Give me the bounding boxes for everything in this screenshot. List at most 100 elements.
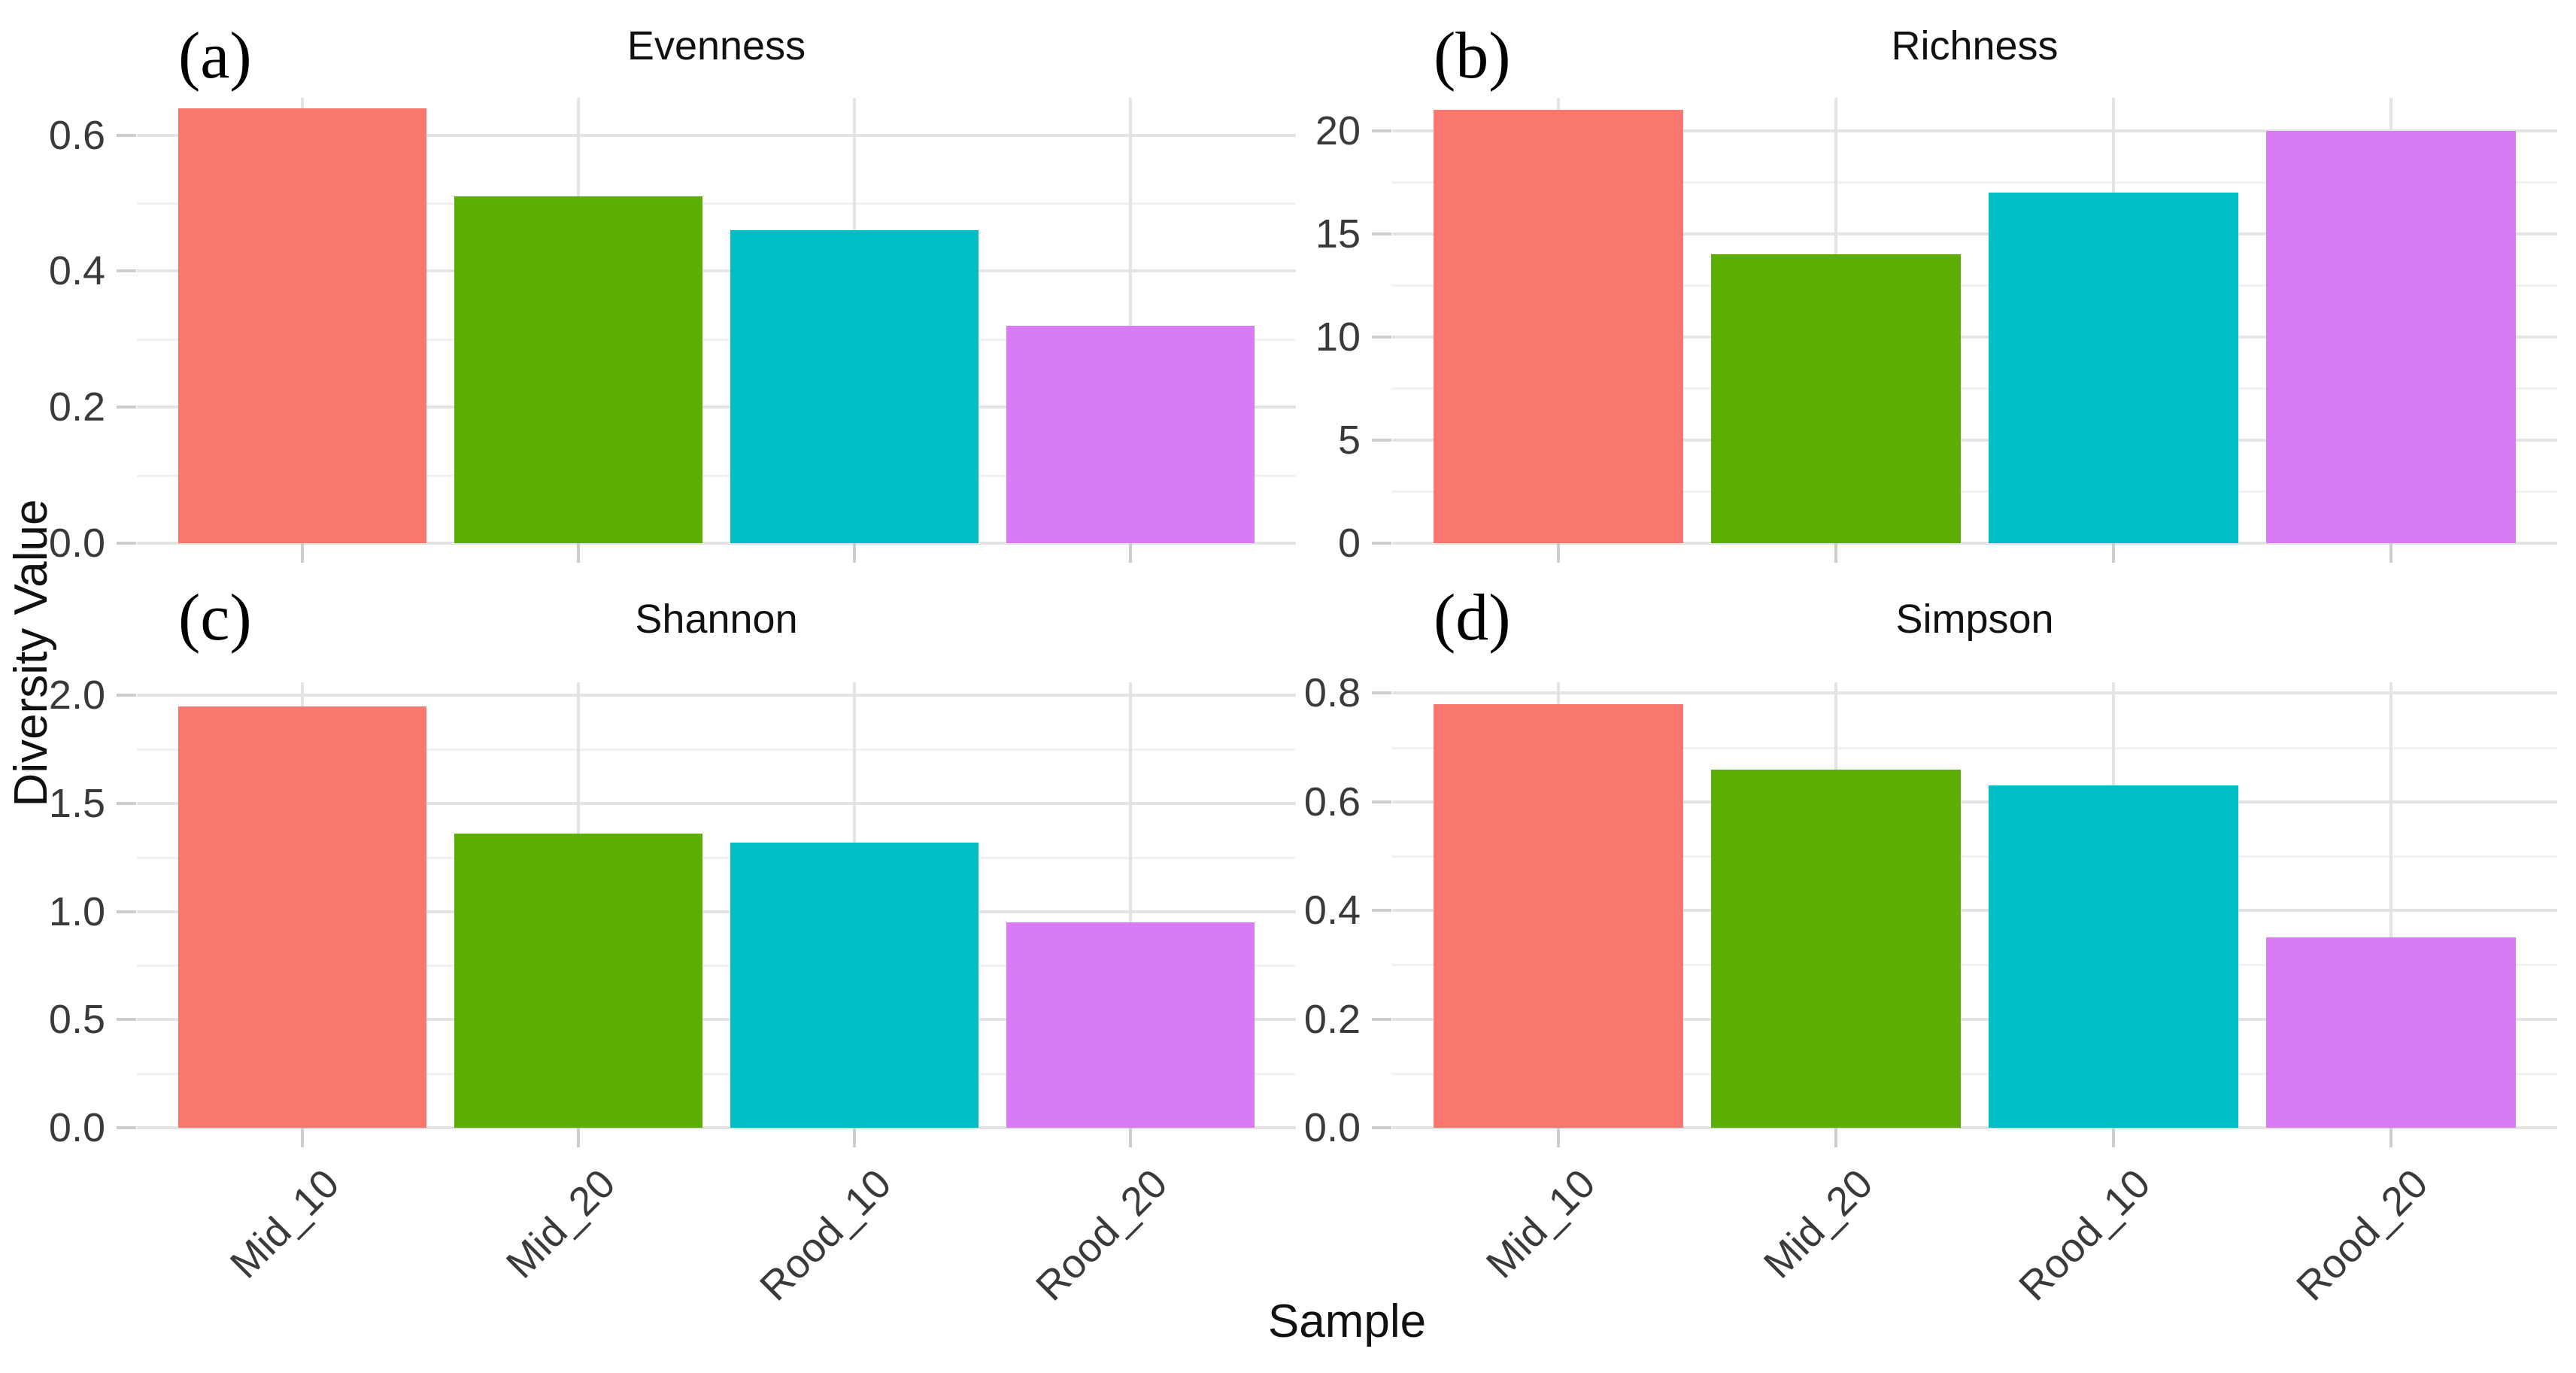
bar-rood_10: [730, 230, 979, 543]
y-tick-mark: [117, 406, 136, 409]
bar-mid_20: [454, 834, 703, 1128]
y-tick-mark: [1372, 1126, 1391, 1129]
x-tick-label: Rood_10: [751, 1161, 900, 1310]
y-tick-label: 0.4: [1303, 888, 1361, 934]
y-tick-mark: [1372, 800, 1391, 803]
y-tick-label: 0: [1337, 521, 1361, 566]
bar-rood_10: [1988, 785, 2238, 1128]
x-tick-mark: [301, 543, 305, 563]
y-tick-mark: [1372, 129, 1391, 132]
gridline-minor-y: [137, 964, 1296, 967]
gridline-category: [1128, 98, 1132, 543]
gridline-major-y: [1392, 542, 2557, 545]
panel-a-tag: (a): [178, 20, 252, 93]
x-tick-mark: [852, 1128, 856, 1147]
y-tick-mark: [117, 1018, 136, 1022]
y-tick-label: 0.0: [48, 1105, 105, 1150]
gridline-category: [1128, 682, 1132, 1128]
gridline-major-y: [137, 133, 1296, 137]
y-tick-mark: [117, 133, 136, 137]
y-tick-label: 10: [1315, 314, 1361, 360]
panel-a-plot: 0.0 0.2 0.4 0.6: [49, 98, 1296, 566]
gridline-major-y: [137, 1018, 1296, 1022]
x-tick-mark: [1834, 1128, 1838, 1147]
gridline-minor-y: [137, 338, 1296, 341]
bar-rood_20: [1006, 325, 1255, 543]
x-tick-mark: [1128, 1128, 1132, 1147]
x-tick-label: Rood_20: [2287, 1161, 2437, 1310]
y-tick-label: 20: [1315, 108, 1361, 153]
y-tick-label: 15: [1315, 211, 1361, 257]
y-tick-mark: [1372, 542, 1391, 545]
x-tick-mark: [2111, 543, 2115, 563]
bar-mid_20: [1711, 254, 1962, 543]
bar-rood_20: [1006, 922, 1255, 1128]
bar-mid_10: [1434, 110, 1684, 543]
gridline-minor-y: [137, 856, 1296, 859]
gridline-major-y: [1392, 335, 2557, 339]
panel-c-plot: 0.0 0.5 1.0 1.5 2.0 Mid_10 Mid_20 Rood_10 Rood_2…: [49, 673, 1296, 1309]
y-tick-label: 0.4: [48, 248, 105, 294]
gridline-minor-y: [1392, 284, 2557, 287]
panel-d-title: Simpson: [1895, 597, 2054, 642]
panel-b-plot: 0 5 10 15 20: [1315, 98, 2557, 566]
gridline-category: [2389, 682, 2392, 1128]
panel-d-tag: (d): [1434, 582, 1511, 655]
bar-rood_20: [2265, 937, 2516, 1128]
y-tick-mark: [1372, 335, 1391, 339]
y-tick-mark: [1372, 232, 1391, 235]
y-tick-label: 0.0: [1303, 1105, 1361, 1150]
x-tick-mark: [301, 1128, 305, 1147]
y-tick-label: 2.0: [48, 673, 105, 718]
gridline-major-y: [1392, 909, 2557, 913]
gridline-major-y: [1392, 800, 2557, 803]
gridline-minor-y: [1392, 387, 2557, 390]
gridline-minor-y: [1392, 964, 2557, 967]
gridline-minor-y: [1392, 491, 2557, 494]
panel-b-tag: (b): [1434, 20, 1511, 93]
gridline-minor-y: [137, 1073, 1296, 1076]
bar-mid_20: [1711, 769, 1962, 1128]
x-tick-mark: [577, 1128, 581, 1147]
gridline-minor-y: [1392, 181, 2557, 184]
y-tick-label: 1.5: [48, 780, 105, 826]
x-tick-label: Rood_20: [1027, 1161, 1176, 1310]
x-tick-mark: [2389, 1128, 2392, 1147]
gridline-major-y: [137, 269, 1296, 273]
x-axis-title: Sample: [1267, 1296, 1427, 1347]
gridline-major-y: [137, 542, 1296, 545]
gridline-minor-y: [137, 749, 1296, 752]
x-tick-label: Mid_10: [221, 1161, 348, 1287]
x-tick-mark: [1834, 543, 1838, 563]
panel-d-plot: 0.0 0.2 0.4 0.6 0.8 Mid_10 Mid_20 Rood_10 Rood_2…: [1304, 670, 2557, 1309]
y-tick-mark: [117, 1126, 136, 1129]
bar-rood_10: [730, 842, 979, 1128]
y-tick-label: 1.0: [48, 889, 105, 934]
y-tick-mark: [1372, 438, 1391, 442]
y-tick-label: 0.0: [48, 521, 105, 566]
y-tick-label: 0.2: [48, 384, 105, 430]
gridline-major-y: [137, 694, 1296, 697]
gridline-major-y: [137, 910, 1296, 913]
x-tick-label: Rood_10: [2010, 1161, 2159, 1310]
panel-a-title: Evenness: [627, 23, 806, 68]
panel-b-title: Richness: [1891, 23, 2059, 68]
x-tick-mark: [1557, 1128, 1561, 1147]
x-tick-mark: [577, 543, 581, 563]
bar-mid_10: [178, 108, 427, 543]
bar-rood_20: [2265, 130, 2516, 543]
y-tick-label: 0.6: [48, 112, 105, 158]
gridline-minor-y: [1392, 855, 2557, 858]
y-tick-mark: [117, 542, 136, 545]
x-tick-label: Mid_10: [1478, 1161, 1604, 1287]
bar-mid_20: [454, 196, 703, 543]
gridline-major-y: [1392, 129, 2557, 132]
panel-c-title: Shannon: [635, 597, 798, 642]
gridline-major-y: [1392, 1126, 2557, 1129]
x-tick-label: Mid_20: [497, 1161, 624, 1287]
gridline-minor-y: [1392, 1072, 2557, 1075]
x-tick-mark: [852, 543, 856, 563]
x-tick-mark: [2389, 543, 2392, 563]
y-tick-mark: [1372, 909, 1391, 913]
